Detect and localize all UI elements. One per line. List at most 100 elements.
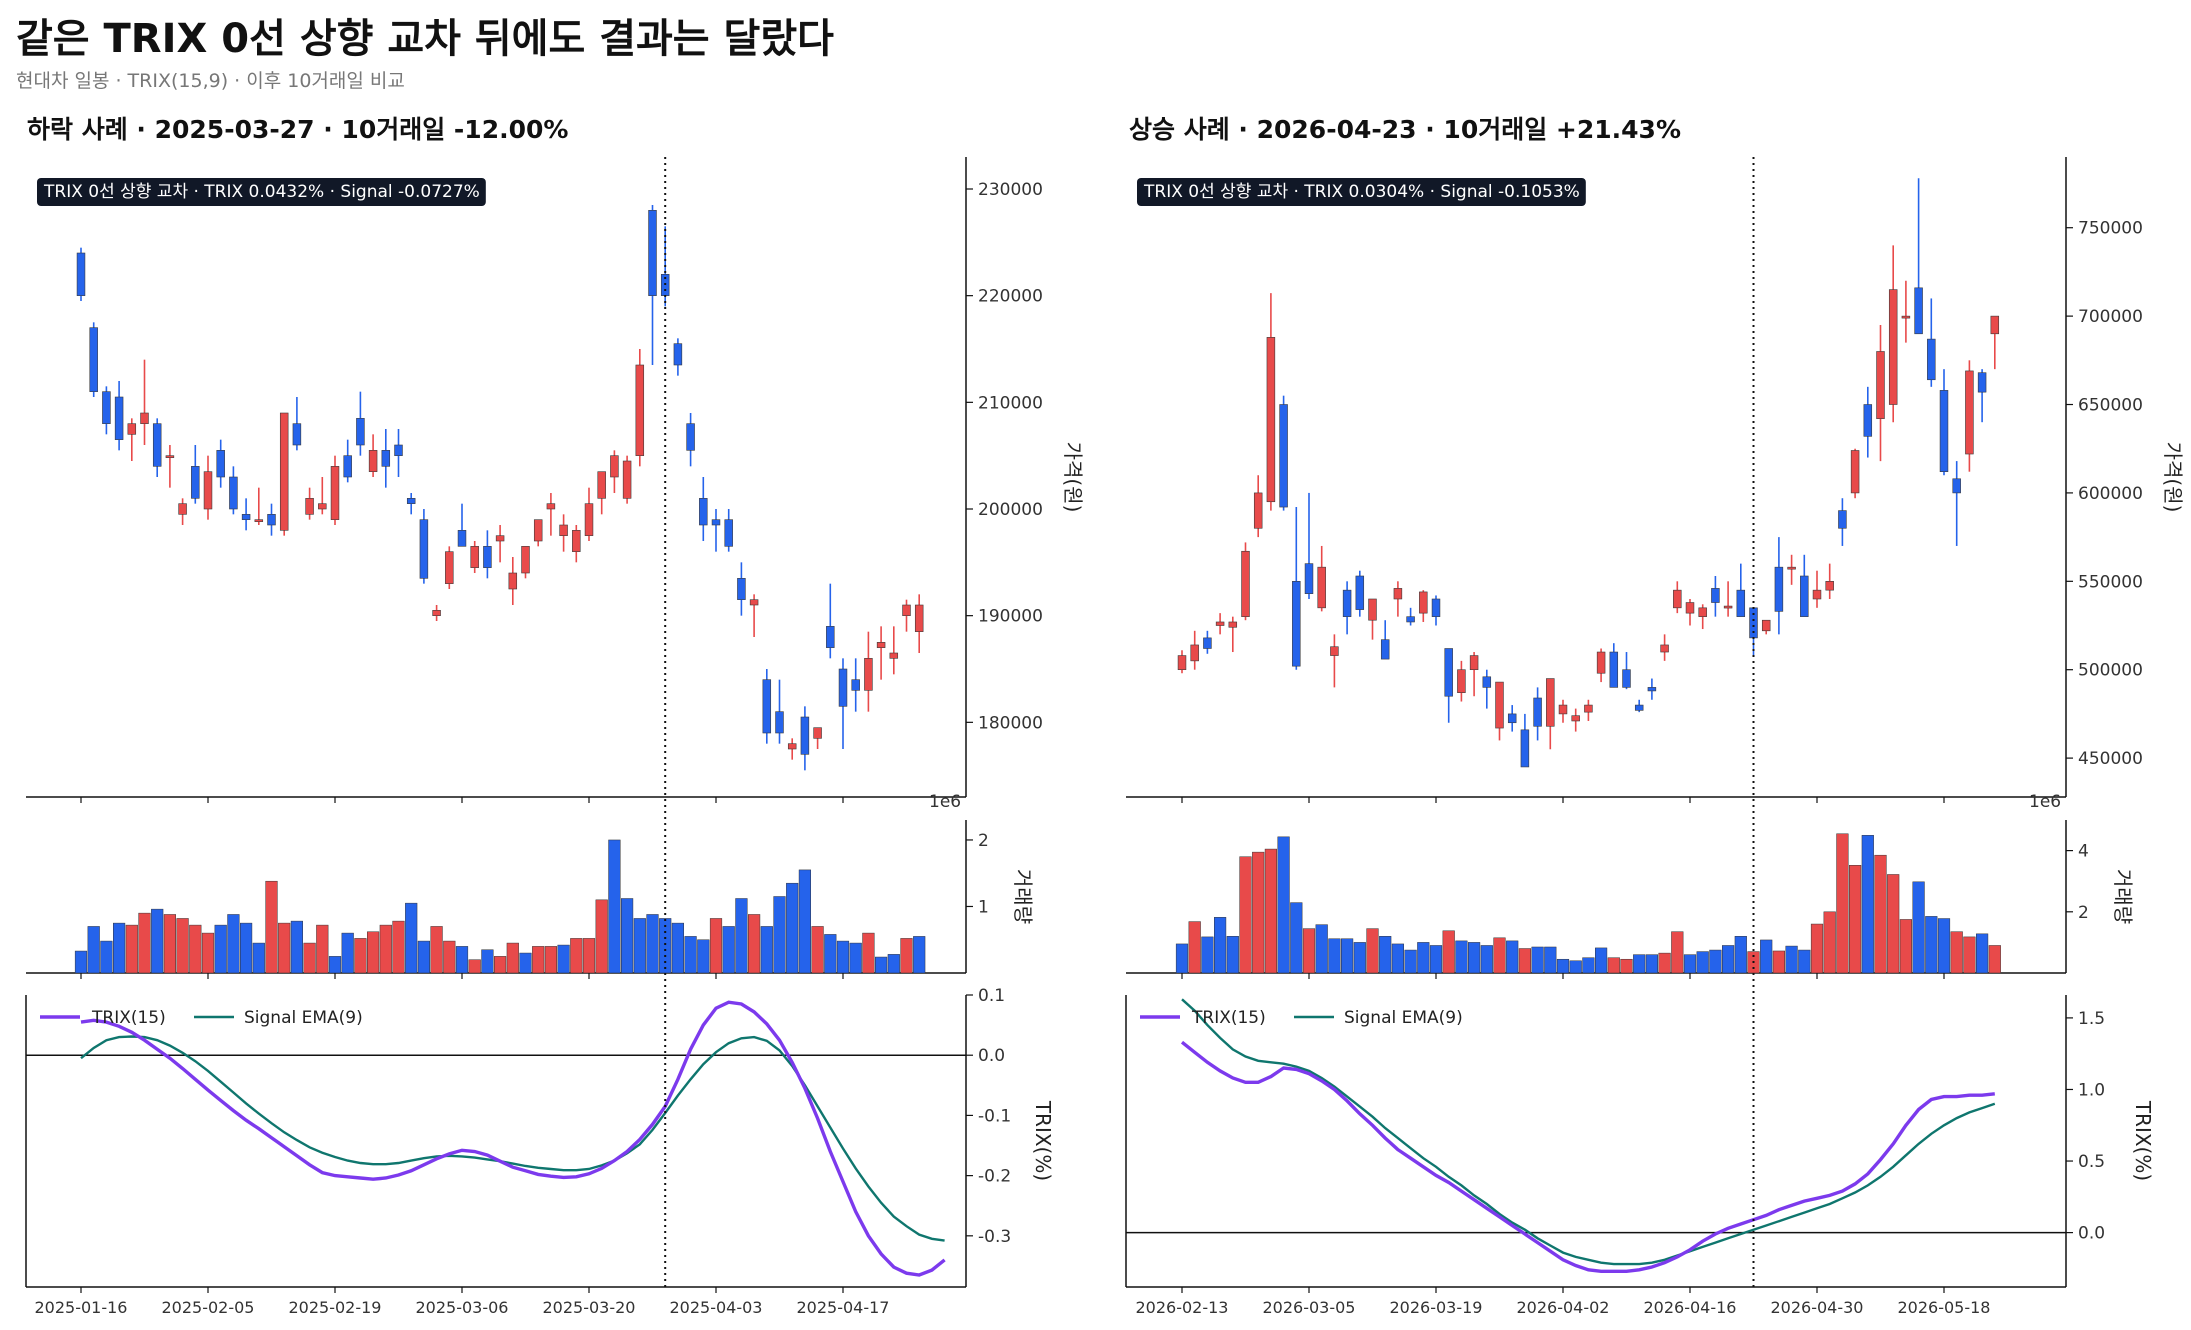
volume-bar: [74, 950, 88, 974]
volume-bar: [1175, 943, 1189, 974]
volume-bar: [824, 934, 837, 974]
candle-body: [1673, 589, 1682, 609]
candle-body: [305, 498, 314, 515]
volume-bar: [773, 896, 786, 974]
volume-bar: [570, 938, 583, 974]
volume-bar: [913, 936, 926, 974]
volume-bar: [367, 931, 380, 974]
candle-body: [229, 476, 238, 510]
y-tick-label: 4: [2078, 842, 2089, 862]
volume-bar: [1239, 856, 1252, 974]
legend-label-trix: TRIX(15): [1191, 1008, 1266, 1028]
candle-body: [800, 716, 810, 755]
candle-body: [1190, 644, 1199, 662]
candle-body: [279, 412, 289, 531]
x-tick-label: 2026-03-05: [1263, 1298, 1356, 1317]
candle-body: [559, 524, 568, 536]
x-tick-label: 2025-03-06: [416, 1298, 509, 1317]
volume-bar: [1214, 917, 1227, 974]
candle-body: [813, 727, 822, 739]
candle-body: [1850, 450, 1860, 494]
candle-body: [1520, 729, 1530, 768]
candle-body: [1634, 704, 1644, 711]
volume-bar: [252, 942, 265, 974]
volume-bar: [1506, 940, 1519, 974]
candle-body: [1266, 337, 1276, 503]
candle-body: [1507, 713, 1517, 724]
legend-label-trix: TRIX(15): [91, 1008, 166, 1028]
event-badge: TRIX 0선 상향 교차 · TRIX 0.0304% · Signal -0…: [1137, 178, 1586, 206]
price-axis-label: 가격(원): [1061, 442, 1085, 513]
candle-body: [1927, 338, 1936, 381]
volume-bar: [1899, 919, 1912, 974]
candle-body: [787, 743, 797, 750]
candle-body: [1533, 697, 1542, 727]
volume-bar: [1366, 928, 1379, 974]
candle-body: [1749, 607, 1758, 639]
candle-body: [508, 572, 518, 590]
candle-body: [673, 343, 683, 366]
x-tick-label: 2026-04-30: [1771, 1298, 1864, 1317]
volume-bar: [633, 918, 646, 974]
candle-body: [572, 530, 581, 552]
candle-body: [1419, 591, 1428, 614]
volume-bar: [113, 922, 126, 974]
candle-body: [686, 423, 695, 451]
y-tick-label: 2: [2078, 903, 2089, 923]
volume-bar: [646, 914, 659, 974]
y-tick-label: 210000: [978, 393, 1043, 413]
volume-bar: [1379, 936, 1392, 974]
candle-body: [1596, 651, 1606, 674]
volume-bar: [1544, 946, 1557, 974]
candle-body: [1990, 315, 2000, 335]
event-badge-text: TRIX 0선 상향 교차 · TRIX 0.0432% · Signal -0…: [43, 182, 480, 202]
volume-bar: [748, 914, 761, 974]
volume-bar: [1277, 836, 1290, 974]
candle-body: [1977, 372, 1987, 393]
volume-bar: [1950, 931, 1963, 974]
candle-body: [1279, 404, 1288, 508]
volume-bar: [836, 940, 850, 974]
volume-bar: [214, 924, 227, 974]
volume-bar: [875, 956, 888, 974]
candle-body: [203, 471, 213, 510]
volume-bar: [151, 908, 164, 974]
y-tick-label: 1.5: [2078, 1009, 2105, 1029]
candle-body: [1571, 715, 1580, 722]
candle-body: [470, 546, 479, 568]
candle-body: [914, 604, 924, 632]
y-tick-label: 450000: [2078, 749, 2143, 769]
trix-line: [1180, 1040, 1995, 1273]
volume-bar: [1683, 954, 1697, 974]
candle-body: [826, 626, 835, 648]
candle-body: [432, 610, 441, 616]
volume-bar: [544, 946, 557, 974]
volume-bar: [176, 918, 189, 974]
candle-body: [1292, 581, 1301, 667]
candle-body: [749, 599, 759, 606]
x-tick-label: 2025-04-17: [797, 1298, 890, 1317]
volume-bar: [100, 940, 113, 974]
volume-bar: [862, 932, 875, 974]
y-tick-label: 0.0: [978, 1046, 1005, 1066]
volume-bar: [811, 926, 824, 974]
volume-bar: [240, 922, 253, 974]
volume-axis-label: 거래량: [1011, 869, 1035, 924]
y-tick-label: 220000: [978, 287, 1043, 307]
candle-body: [368, 450, 378, 472]
volume-bar: [557, 944, 570, 974]
candle-body: [1952, 478, 1961, 494]
candle-body: [1787, 566, 1796, 570]
volume-bar: [1188, 921, 1201, 974]
volume-bar: [1226, 936, 1239, 974]
volume-bar: [1912, 881, 1925, 974]
right-chart: 450000 500000 550000 600000 650000 700000 7500…: [1125, 157, 2185, 1317]
candle-body: [419, 519, 429, 579]
candle-body: [406, 498, 416, 504]
volume-bar: [1264, 848, 1277, 974]
volume-bar: [1823, 911, 1836, 974]
x-tick-label: 2026-02-13: [1136, 1298, 1229, 1317]
volume-bar: [1785, 945, 1798, 974]
candle-body: [318, 503, 327, 510]
candle-body: [381, 450, 391, 467]
